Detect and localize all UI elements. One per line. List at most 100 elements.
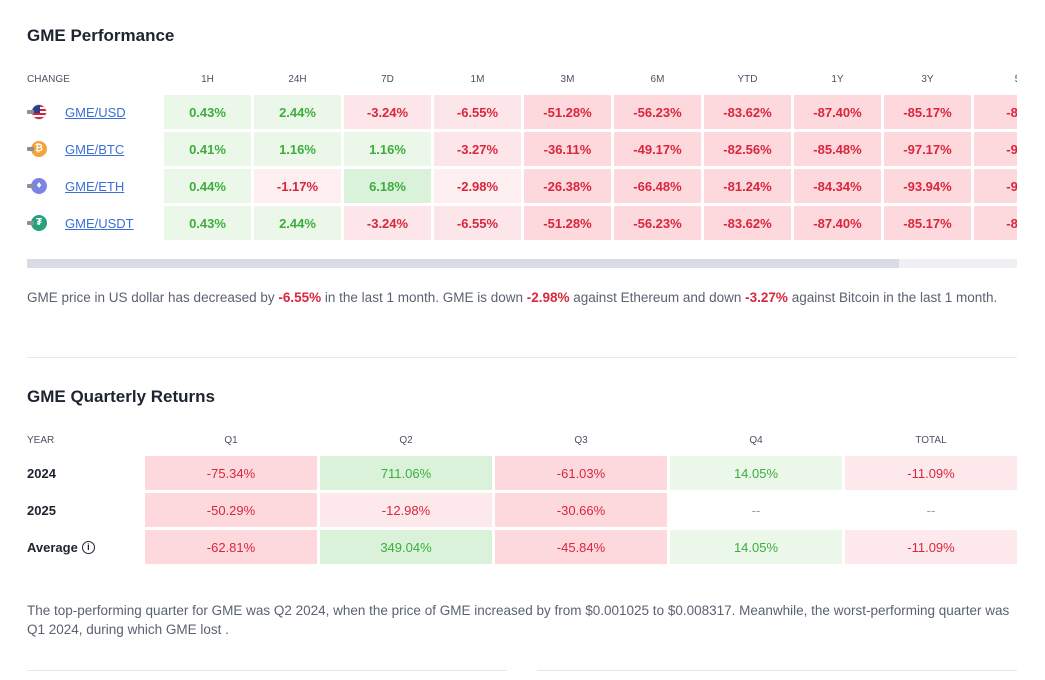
quarter-value-cell: -11.09% xyxy=(845,456,1017,490)
footer-divider-left xyxy=(27,670,507,671)
performance-value-cell: -2.98% xyxy=(434,169,521,203)
column-header-24h: 24H xyxy=(288,74,307,85)
performance-value-cell: -6.55% xyxy=(434,95,521,129)
performance-row: ₮ GME/USDT 0.43% 2.44% -3.24% -6.55% -51.28% -5… xyxy=(27,206,1017,240)
pair-link-gme-usd[interactable]: GME/USD xyxy=(65,104,126,120)
info-icon[interactable]: i xyxy=(81,540,95,554)
column-header-5: 5 xyxy=(974,74,1017,85)
performance-value-cell: -82.56% xyxy=(704,132,791,166)
quarter-value-cell: 14.05% xyxy=(670,456,842,490)
performance-value-cell: -85.48% xyxy=(794,132,881,166)
quarter-row-label: 2025 xyxy=(27,502,56,518)
performance-description: GME price in US dollar has decreased by … xyxy=(27,290,998,305)
quarter-value-cell: -- xyxy=(751,502,761,518)
horizontal-scrollbar[interactable] xyxy=(27,259,1017,268)
performance-value-cell: -3.24% xyxy=(344,206,431,240)
performance-row: ₿ GME/BTC 0.41% 1.16% 1.16% -3.27% -36.11% -49.… xyxy=(27,132,1017,166)
quarter-header-total: TOTAL xyxy=(915,435,947,446)
quarter-header-q4: Q4 xyxy=(749,435,763,446)
performance-value-cell: -96. xyxy=(974,132,1017,166)
quarter-value-cell: -75.34% xyxy=(145,456,317,490)
pair-link-gme-btc[interactable]: GME/BTC xyxy=(65,141,125,157)
quarter-value-cell: -11.09% xyxy=(845,530,1017,564)
scrollbar-thumb[interactable] xyxy=(27,259,899,268)
performance-value-cell: -83.62% xyxy=(704,206,791,240)
column-header-ytd: YTD xyxy=(737,74,758,85)
quarter-value-cell: -30.66% xyxy=(495,493,667,527)
performance-value-cell: -83.62% xyxy=(704,95,791,129)
performance-value-cell: 0.41% xyxy=(164,132,251,166)
performance-value-cell: -1.17% xyxy=(254,169,341,203)
quarter-row-label: 2024 xyxy=(27,465,56,481)
performance-value-cell: -56.23% xyxy=(614,206,701,240)
performance-value-cell: -56.23% xyxy=(614,95,701,129)
performance-title: GME Performance xyxy=(27,26,175,45)
performance-value-cell: -93.94% xyxy=(884,169,971,203)
pair-link-gme-eth[interactable]: GME/ETH xyxy=(65,178,125,194)
quarter-value-cell: -50.29% xyxy=(145,493,317,527)
performance-value-cell: -81.24% xyxy=(704,169,791,203)
performance-value-cell: -51.28% xyxy=(524,206,611,240)
performance-value-cell: -51.28% xyxy=(524,95,611,129)
quarter-value-cell: -45.84% xyxy=(495,530,667,564)
section-divider xyxy=(27,357,1017,358)
column-header-3y: 3Y xyxy=(921,74,934,85)
performance-value-cell: -6.55% xyxy=(434,206,521,240)
performance-value-cell: -85.17% xyxy=(884,95,971,129)
column-header-1m: 1M xyxy=(470,74,485,85)
column-header-1y: 1Y xyxy=(831,74,844,85)
quarter-value-cell: -- xyxy=(926,502,936,518)
quarterly-description: The top-performing quarter for GME was Q… xyxy=(27,603,1010,637)
pair-cell: GME/USD xyxy=(27,95,126,129)
ethereum-icon: ♦ xyxy=(27,178,47,194)
tether-icon: ₮ xyxy=(27,215,47,231)
column-header-1h: 1H xyxy=(201,74,214,85)
performance-value-cell: -3.24% xyxy=(344,95,431,129)
pair-link-gme-usdt[interactable]: GME/USDT xyxy=(65,215,134,231)
performance-value-cell: 0.43% xyxy=(164,95,251,129)
us-flag-icon xyxy=(27,104,47,120)
performance-value-cell: -97.17% xyxy=(884,132,971,166)
pair-cell: ₮ GME/USDT xyxy=(27,206,134,240)
performance-value-cell: 2.44% xyxy=(254,95,341,129)
pair-cell: ₿ GME/BTC xyxy=(27,132,124,166)
performance-value-cell: 0.44% xyxy=(164,169,251,203)
performance-value-cell: 1.16% xyxy=(254,132,341,166)
performance-table[interactable]: CHANGE1H24H7D1M3M6MYTD1Y3Y5GME/USD0.43%2… xyxy=(27,70,1017,242)
performance-row: GME/USD 0.43% 2.44% -3.24% -6.55% -51.28% -56.… xyxy=(27,95,1017,129)
column-header-6m: 6M xyxy=(650,74,665,85)
performance-value-cell: -49.17% xyxy=(614,132,701,166)
quarter-row-label: Average i xyxy=(27,530,95,564)
performance-value-cell: -85.17% xyxy=(884,206,971,240)
performance-value-cell: -36.11% xyxy=(524,132,611,166)
performance-value-cell: -87.40% xyxy=(794,95,881,129)
quarter-header-q3: Q3 xyxy=(574,435,588,446)
quarter-value-cell: 349.04% xyxy=(320,530,492,564)
performance-row: ♦ GME/ETH 0.44% -1.17% 6.18% -2.98% -26.38% -66… xyxy=(27,169,1017,203)
quarter-header-q1: Q1 xyxy=(224,435,238,446)
quarterly-title: GME Quarterly Returns xyxy=(27,387,215,406)
performance-value-cell: 2.44% xyxy=(254,206,341,240)
performance-value-cell: -85. xyxy=(974,95,1017,129)
column-header-7d: 7D xyxy=(381,74,394,85)
performance-value-cell: 6.18% xyxy=(344,169,431,203)
performance-value-cell: -85. xyxy=(974,206,1017,240)
quarter-header-q2: Q2 xyxy=(399,435,413,446)
performance-value-cell: -84.34% xyxy=(794,169,881,203)
performance-value-cell: -3.27% xyxy=(434,132,521,166)
column-header-3m: 3M xyxy=(560,74,575,85)
quarter-value-cell: -61.03% xyxy=(495,456,667,490)
performance-value-cell: -26.38% xyxy=(524,169,611,203)
quarter-value-cell: 711.06% xyxy=(320,456,492,490)
footer-divider-right xyxy=(537,670,1017,671)
quarter-value-cell: 14.05% xyxy=(670,530,842,564)
performance-value-cell: -87.40% xyxy=(794,206,881,240)
performance-value-cell: -66.48% xyxy=(614,169,701,203)
performance-value-cell: -96. xyxy=(974,169,1017,203)
quarter-header-year: YEAR xyxy=(27,435,55,446)
column-header-change: CHANGE xyxy=(27,74,70,85)
pair-cell: ♦ GME/ETH xyxy=(27,169,124,203)
quarter-value-cell: -12.98% xyxy=(320,493,492,527)
performance-value-cell: 1.16% xyxy=(344,132,431,166)
quarter-value-cell: -62.81% xyxy=(145,530,317,564)
